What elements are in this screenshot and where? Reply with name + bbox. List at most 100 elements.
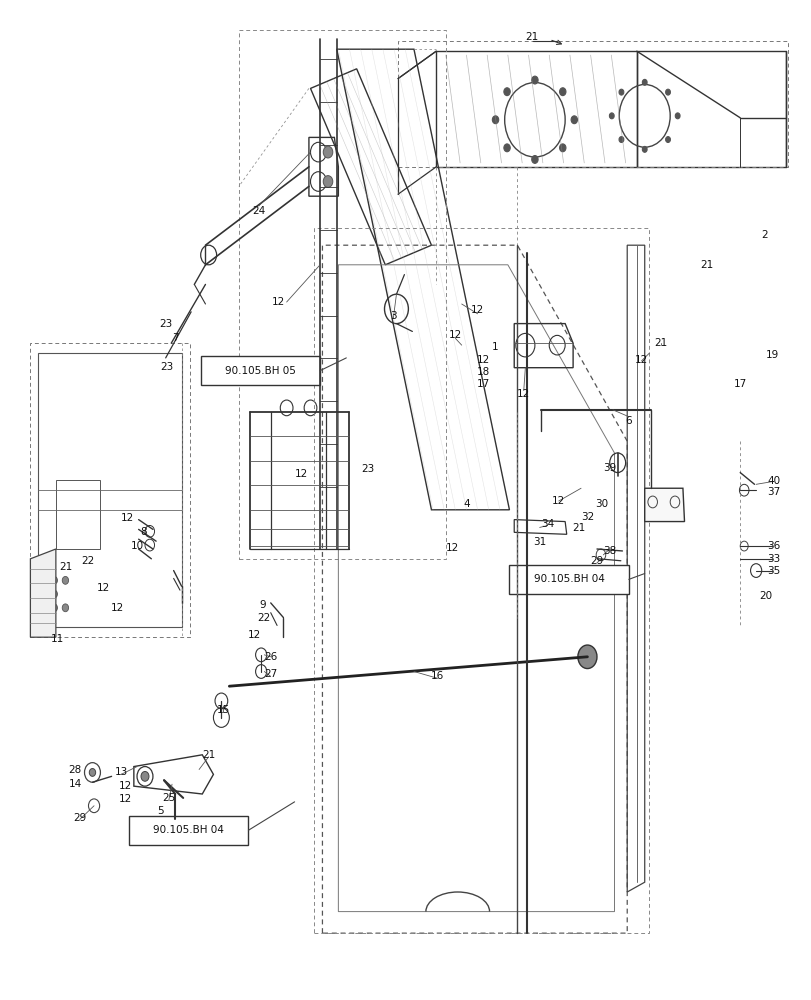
Circle shape [51,590,58,598]
Text: 12: 12 [97,583,110,593]
Text: 35: 35 [766,566,779,576]
Text: 21: 21 [572,523,585,533]
Text: 12: 12 [634,355,647,365]
Text: 4: 4 [462,499,470,509]
Text: 12: 12 [121,513,134,523]
Text: 22: 22 [257,613,271,623]
Text: 7: 7 [172,333,178,343]
Circle shape [570,116,577,124]
Text: 17: 17 [476,379,489,389]
Circle shape [642,79,646,85]
Bar [129,816,248,845]
Circle shape [577,645,596,669]
Text: 12: 12 [476,355,489,365]
Text: 2: 2 [760,230,766,240]
Circle shape [504,144,509,152]
Text: 25: 25 [162,793,175,803]
Circle shape [608,113,613,119]
Circle shape [51,576,58,584]
Bar [508,565,628,594]
Circle shape [675,113,680,119]
Text: 3: 3 [389,311,396,321]
Text: 23: 23 [161,362,174,372]
Text: 21: 21 [202,750,215,760]
Text: 38: 38 [603,546,616,556]
Text: 12: 12 [248,630,261,640]
Bar [314,228,648,933]
Circle shape [618,89,623,95]
Circle shape [531,76,538,84]
Text: 23: 23 [361,464,374,474]
Circle shape [491,116,498,124]
Text: 37: 37 [766,487,779,497]
Circle shape [642,146,646,152]
Text: 34: 34 [540,519,554,529]
Circle shape [323,146,333,158]
Circle shape [559,144,565,152]
Text: 90.105.BH 04: 90.105.BH 04 [533,574,604,584]
Text: 19: 19 [765,350,778,360]
Circle shape [665,137,670,142]
Text: 90.105.BH 04: 90.105.BH 04 [153,825,224,835]
Bar [238,30,445,559]
Text: 12: 12 [470,305,483,315]
Text: 5: 5 [157,806,164,816]
Circle shape [51,604,58,612]
Bar [38,353,182,627]
Text: 90.105.BH 05: 90.105.BH 05 [225,366,295,376]
Text: 32: 32 [581,512,594,522]
Text: 12: 12 [517,389,530,399]
Text: 21: 21 [699,260,713,270]
Text: 40: 40 [766,476,779,486]
Text: 12: 12 [272,297,285,307]
Text: 12: 12 [119,781,132,791]
Text: 12: 12 [448,330,461,340]
Text: 12: 12 [551,496,564,506]
Circle shape [89,769,96,776]
Text: 14: 14 [68,779,81,789]
Circle shape [141,771,148,781]
Text: 6: 6 [624,416,631,426]
Text: 17: 17 [732,379,746,389]
Text: 31: 31 [532,537,546,547]
Circle shape [62,576,68,584]
Circle shape [504,88,509,96]
Text: 12: 12 [294,469,307,479]
Text: 8: 8 [140,527,147,537]
Text: 22: 22 [81,556,94,566]
Bar [200,356,320,385]
Text: 29: 29 [73,813,86,823]
Text: 9: 9 [260,600,266,610]
Text: 20: 20 [758,591,771,601]
Text: 39: 39 [603,463,616,473]
Text: 13: 13 [114,767,127,777]
Text: 15: 15 [216,705,230,715]
Text: 27: 27 [264,669,277,679]
Text: 26: 26 [264,652,277,662]
Text: 33: 33 [766,554,779,564]
Bar [30,343,189,637]
Text: 18: 18 [476,367,489,377]
Circle shape [531,156,538,163]
Text: 29: 29 [590,556,603,566]
Bar [397,41,787,167]
Text: 21: 21 [58,562,72,572]
Circle shape [618,137,623,142]
Polygon shape [30,549,56,637]
Circle shape [323,176,333,187]
Text: 16: 16 [431,671,444,681]
Text: 11: 11 [51,634,64,644]
Text: 12: 12 [445,543,458,553]
Polygon shape [644,488,684,522]
Text: 24: 24 [252,206,265,216]
Text: 28: 28 [68,765,81,775]
Bar [56,480,100,549]
Text: 36: 36 [766,541,779,551]
Circle shape [665,89,670,95]
Circle shape [559,88,565,96]
Text: 10: 10 [131,541,144,551]
Text: 1: 1 [491,342,498,352]
Text: 21: 21 [525,32,538,42]
Text: 12: 12 [119,794,132,804]
Text: 21: 21 [653,338,667,348]
